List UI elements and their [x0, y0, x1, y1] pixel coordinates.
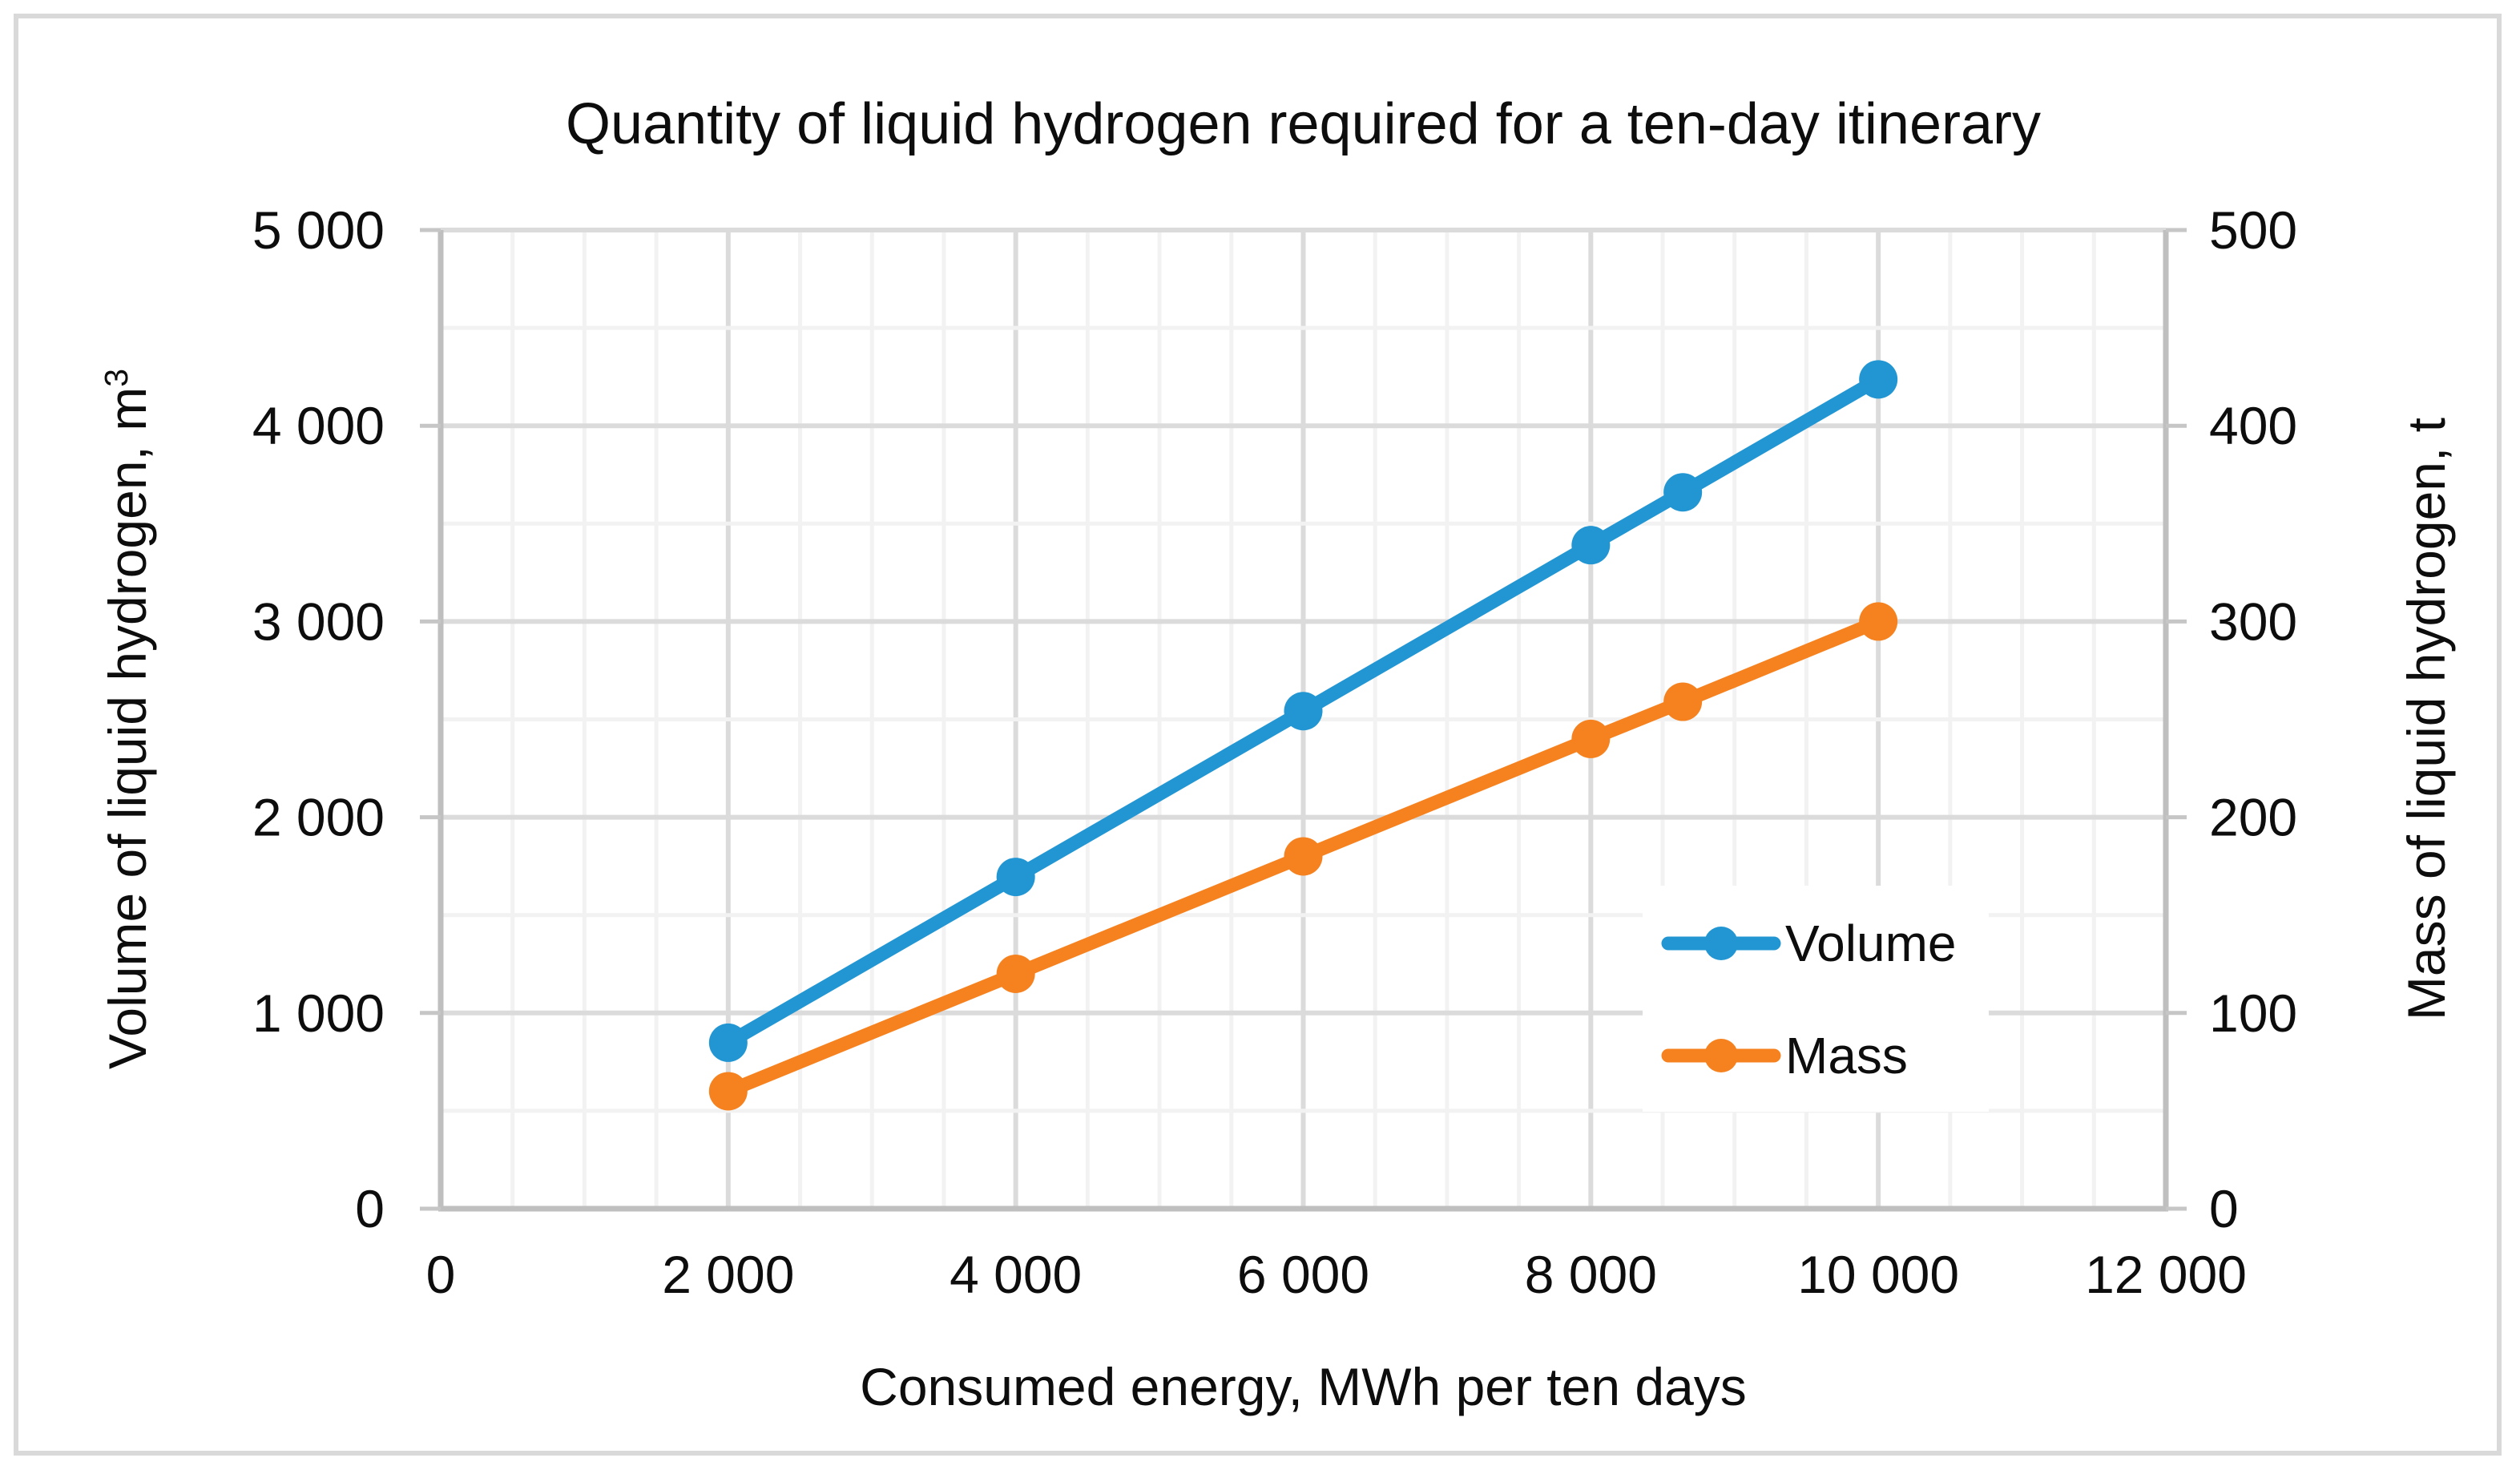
y-axis-title-left: Volume of liquid hydrogen, m3: [98, 369, 157, 1069]
x-tick-label: 0: [426, 1245, 456, 1304]
series-volume-point-4000: [996, 858, 1035, 897]
x-tick-label: 10 000: [1797, 1245, 1959, 1304]
x-tick-label: 2 000: [662, 1245, 794, 1304]
series-mass-point-4000: [996, 954, 1035, 993]
series-mass: [708, 602, 1898, 1111]
y-right-tick-label: 300: [2209, 592, 2297, 651]
y-right-tick-label: 200: [2209, 788, 2297, 847]
x-tick-label: 4 000: [950, 1245, 1082, 1304]
series-mass-point-10000: [1859, 602, 1898, 641]
series-volume-point-2000: [708, 1023, 748, 1062]
y-left-tick-label: 0: [355, 1179, 385, 1238]
series-volume-point-8000: [1571, 526, 1611, 565]
y-right-tick-label: 100: [2209, 983, 2297, 1043]
chart-title: Quantity of liquid hydrogen required for…: [565, 92, 2042, 156]
y-left-tick-label: 2 000: [252, 788, 385, 847]
y-right-tick-label: 400: [2209, 396, 2297, 455]
y-left-tick-label: 3 000: [252, 592, 385, 651]
legend-label-mass: Mass: [1785, 1027, 1908, 1084]
y-right-tick-label: 500: [2209, 200, 2297, 260]
series-mass-point-6000: [1284, 837, 1323, 876]
series-volume-point-10000: [1859, 360, 1898, 399]
legend: [1643, 886, 1989, 1112]
x-tick-label: 8 000: [1525, 1245, 1657, 1304]
series-volume: [708, 360, 1898, 1062]
y-left-tick-label: 4 000: [252, 396, 385, 455]
series-mass-point-8640: [1663, 682, 1703, 721]
y-left-tick-label: 5 000: [252, 200, 385, 260]
legend-label-volume: Volume: [1785, 915, 1956, 972]
series-mass-point-8000: [1571, 719, 1611, 758]
y-axis-title-right: Mass of liquid hydrogen, t: [2397, 417, 2456, 1021]
series-volume-point-8640: [1663, 473, 1703, 512]
legend-entry-mass[interactable]: Mass: [1661, 1027, 1908, 1084]
x-axis-title: Consumed energy, MWh per ten days: [860, 1357, 1747, 1416]
series-volume-point-6000: [1284, 692, 1323, 731]
x-tick-label: 6 000: [1237, 1245, 1369, 1304]
y-left-tick-label: 1 000: [252, 983, 385, 1043]
series-mass-point-2000: [708, 1072, 748, 1111]
y-right-tick-label: 0: [2209, 1179, 2239, 1238]
legend-entry-volume[interactable]: Volume: [1661, 915, 1956, 972]
legend-marker-mass: [1704, 1039, 1738, 1072]
legend-marker-volume: [1704, 927, 1738, 960]
x-tick-label: 12 000: [2085, 1245, 2247, 1304]
series-volume-line: [721, 372, 1885, 1050]
series-mass-line: [721, 614, 1885, 1098]
